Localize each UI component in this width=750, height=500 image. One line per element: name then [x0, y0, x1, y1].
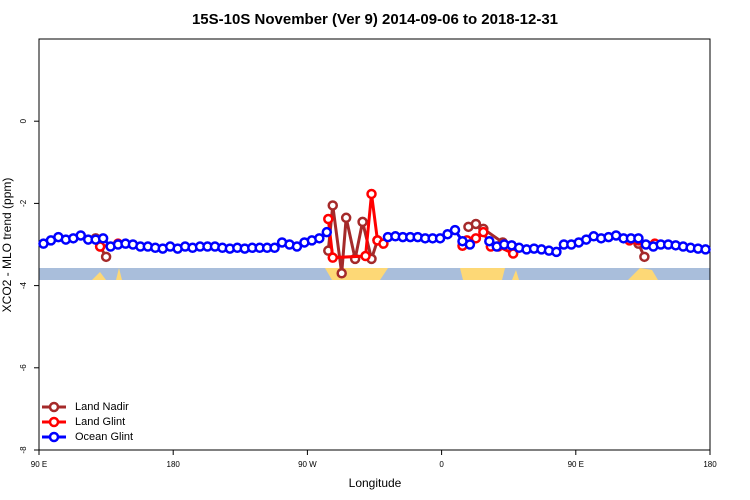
- chart-title: 15S-10S November (Ver 9) 2014-09-06 to 2…: [192, 11, 558, 28]
- x-tick-label: 0: [439, 460, 444, 469]
- data-point: [323, 213, 334, 225]
- land-patch: [628, 268, 658, 280]
- data-point: [633, 233, 644, 244]
- land-patch: [92, 272, 106, 280]
- data-point: [478, 226, 489, 238]
- data-point: [366, 188, 377, 200]
- x-axis-label: Longitude: [349, 476, 402, 490]
- data-point: [357, 216, 368, 228]
- data-point: [442, 228, 453, 240]
- data-point: [291, 241, 303, 252]
- legend: Land Nadir Land Glint Ocean Glint: [42, 401, 133, 443]
- data-point: [700, 244, 711, 255]
- land-patch: [460, 268, 505, 280]
- y-tick-label: -8: [19, 446, 28, 454]
- legend-marker: [48, 416, 60, 428]
- land-patch: [512, 270, 519, 280]
- data-point: [75, 230, 87, 241]
- x-tick-label: 90 E: [31, 460, 47, 469]
- data-point: [314, 233, 325, 244]
- x-tick-label: 180: [167, 460, 181, 469]
- legend-marker: [48, 401, 60, 413]
- legend-label: Ocean Glint: [75, 431, 133, 443]
- data-point: [100, 251, 112, 263]
- data-point: [360, 250, 371, 262]
- y-tick-label: -2: [19, 199, 28, 207]
- data-point: [434, 233, 446, 244]
- data-point: [327, 200, 338, 211]
- data-point: [336, 268, 347, 279]
- land-patch: [116, 268, 122, 280]
- data-point: [327, 252, 338, 263]
- data-point: [639, 251, 650, 263]
- y-axis-label: XCO2 - MLO trend (ppm): [0, 178, 14, 313]
- y-tick-label: -4: [19, 281, 28, 289]
- y-tick-label: -6: [19, 364, 28, 372]
- x-tick-label: 180: [703, 460, 717, 469]
- data-point: [97, 233, 109, 244]
- data-point: [449, 224, 461, 236]
- legend-label: Land Nadir: [75, 401, 129, 413]
- data-point: [470, 218, 482, 230]
- data-point: [321, 226, 333, 238]
- y-tick-label: 0: [19, 118, 28, 123]
- data-point: [484, 235, 495, 247]
- land-mask: [39, 268, 710, 280]
- x-tick-label: 90 W: [298, 460, 317, 469]
- data-point: [470, 233, 482, 244]
- x-tick-label: 90 E: [568, 460, 584, 469]
- data-point: [269, 242, 280, 254]
- data-point: [464, 239, 476, 250]
- data-point: [551, 246, 562, 258]
- legend-marker: [48, 431, 60, 443]
- legend-label: Land Glint: [75, 416, 125, 428]
- data-point: [340, 212, 352, 224]
- land-patch: [325, 268, 388, 280]
